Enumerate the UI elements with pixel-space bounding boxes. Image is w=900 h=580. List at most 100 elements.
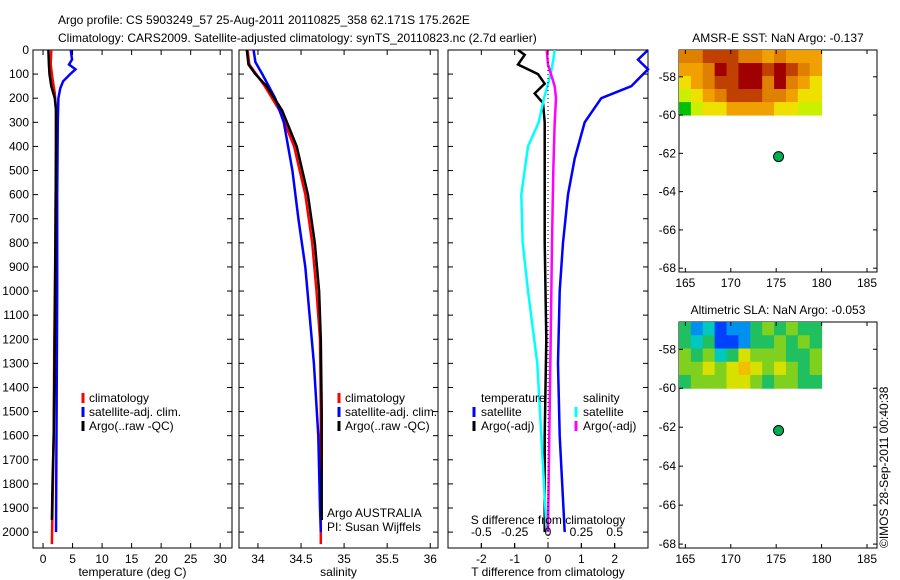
temperature-plot-area <box>32 49 233 549</box>
depth-tick-label: 1100 <box>3 308 29 322</box>
sst-heat-cell <box>726 76 739 90</box>
sst-heat-cell <box>762 89 775 103</box>
sst-heat-cell <box>714 63 728 77</box>
sst-xtick-label: 170 <box>721 276 741 290</box>
depth-tick-label: 1700 <box>2 453 29 467</box>
sst-heat-cell <box>785 89 799 103</box>
sla-ytick-label: -62 <box>659 420 677 434</box>
difference-xtick-label: 1 <box>578 552 585 566</box>
sst-heat-cell <box>797 50 811 64</box>
sst-heat-cell <box>702 63 716 77</box>
depth-tick-label: 1200 <box>2 332 29 346</box>
s-diff-tick-label: 0.5 <box>606 525 623 539</box>
sst-heat-cell <box>774 76 787 90</box>
sla-xtick-label: 170 <box>721 552 741 566</box>
sla-heat-cell <box>797 335 811 349</box>
sst-heat-cell <box>726 102 739 116</box>
sst-heat-cell <box>738 102 751 116</box>
sla-heat-cell <box>762 374 775 389</box>
sla-heat-cell <box>714 335 728 349</box>
sla-heat-cell <box>726 335 739 349</box>
temperature-series-satellite-adj-clim- <box>54 49 78 533</box>
sla-heat-cell <box>774 374 787 389</box>
sst-heat-cell <box>702 50 716 64</box>
temperature-xtick-label: 5 <box>69 552 76 566</box>
sla-heat-cell <box>797 374 811 389</box>
sla-heat-cell <box>702 348 716 363</box>
sst-heat-cell <box>702 76 716 90</box>
diff-legend-label: Argo(-adj) <box>583 419 636 433</box>
temperature-legend-label: climatology <box>89 391 149 405</box>
sst-heat-cell <box>797 63 811 77</box>
sst-heat-cell <box>679 102 692 116</box>
sst-heat-cell <box>785 102 799 116</box>
sst-heat-cell <box>797 89 811 103</box>
sla-heat-cell <box>785 374 799 389</box>
salinity-plot-area <box>238 49 439 549</box>
depth-tick-label: 1000 <box>2 284 29 298</box>
temperature-xtick-label: 25 <box>184 552 198 566</box>
temperature-series-argo-raw-qc- <box>47 49 58 521</box>
title-line1: Argo profile: CS 5903249_57 25-Aug-2011 … <box>58 13 470 27</box>
sst-ytick-label: -66 <box>659 223 677 237</box>
depth-tick-label: 1400 <box>2 380 29 394</box>
sla-heat-cell <box>774 361 787 376</box>
sst-heat-cell <box>690 76 704 90</box>
sst-heat-cell <box>750 76 763 90</box>
sla-heat-cell <box>679 361 692 376</box>
sla-heat-cell <box>679 374 692 389</box>
sla-heat-cell <box>738 348 751 363</box>
sla-heat-cell <box>690 335 704 349</box>
sst-heat-cell <box>750 102 763 116</box>
sst-heat-cell <box>738 63 751 77</box>
sst-heat-cell <box>702 89 716 103</box>
temperature-xtick-label: 10 <box>95 552 109 566</box>
sla-heat-cell <box>679 335 692 349</box>
sst-heat-cell <box>726 63 739 77</box>
temperature-xtick-label: 15 <box>125 552 139 566</box>
sla-heat-cell <box>797 322 811 336</box>
depth-tick-label: 1900 <box>2 501 29 515</box>
sst-heat-cell <box>738 76 751 90</box>
depth-tick-label: 1800 <box>2 477 29 491</box>
sla-heat-cell <box>690 361 704 376</box>
legend-title-temperature: temperature <box>481 391 546 405</box>
sst-xtick-label: 180 <box>812 276 832 290</box>
sla-ytick-label: -58 <box>659 342 677 356</box>
sla-heat-cell <box>750 335 763 349</box>
sla-heat-cell <box>738 335 751 349</box>
sst-heat-cell <box>690 50 704 64</box>
difference-xtick-label: -2 <box>476 552 487 566</box>
depth-tick-label: 100 <box>9 67 29 81</box>
pi-annotation: Argo AUSTRALIA <box>327 506 422 520</box>
sla-heat-cell <box>679 348 692 363</box>
salinity-series-satellite-adj-clim- <box>252 49 323 533</box>
salinity-xtick-label: 34.5 <box>289 552 313 566</box>
sst-heat-cell <box>750 63 763 77</box>
sst-heat-cell <box>726 89 739 103</box>
sst-heat-cell <box>714 76 728 90</box>
sla-heat-cell <box>690 322 704 336</box>
sst-heat-cell <box>762 63 775 77</box>
sst-heat-cell <box>785 63 799 77</box>
sst-heat-cell <box>762 50 775 64</box>
sla-xtick-label: 165 <box>675 552 695 566</box>
difference-series-t-satellite <box>556 49 650 533</box>
difference-xtick-label: -1 <box>509 552 520 566</box>
sst-heat-cell <box>714 50 728 64</box>
sla-heat-cell <box>809 361 823 376</box>
s-diff-tick-label: -0.5 <box>471 525 492 539</box>
sla-ytick-label: -68 <box>659 537 677 551</box>
salinity-series-argo-raw-qc- <box>245 49 323 520</box>
salinity-legend-label: climatology <box>345 391 405 405</box>
salinity-xtick-label: 35.5 <box>375 552 399 566</box>
sla-ytick-label: -64 <box>659 459 677 473</box>
sst-argo-marker <box>773 151 785 163</box>
sst-ytick-label: -68 <box>659 261 677 275</box>
sla-heat-cell <box>750 322 763 336</box>
depth-tick-label: 600 <box>9 188 29 202</box>
sla-heat-cell <box>714 322 728 336</box>
sla-heat-cell <box>809 348 823 363</box>
sla-xtick-label: 180 <box>812 552 832 566</box>
